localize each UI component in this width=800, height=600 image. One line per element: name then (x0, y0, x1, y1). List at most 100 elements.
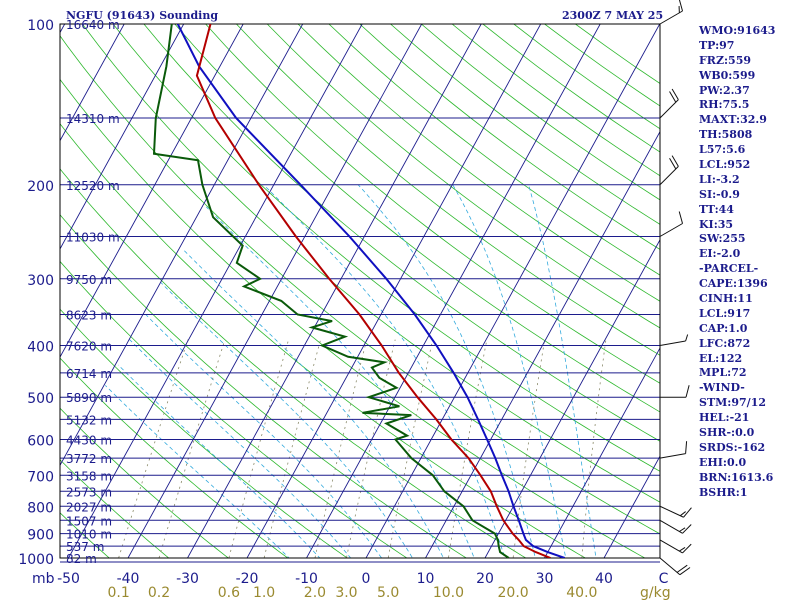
pressure-label: 500 (27, 391, 54, 407)
temperature-label: -30 (176, 571, 199, 587)
wind-barb-flag (679, 547, 686, 552)
isotherm (186, 24, 482, 558)
index-item: TH:5808 (699, 128, 753, 142)
wind-barb-flag (683, 507, 692, 518)
height-label: 12520 m (66, 179, 120, 193)
moist-adiabat (183, 249, 444, 558)
wind-barb (659, 211, 683, 237)
temperature-label: 0 (362, 571, 371, 587)
pressure-label: 600 (27, 434, 54, 450)
isotherm (246, 24, 542, 558)
moist-adiabat (160, 282, 413, 558)
isotherm (60, 24, 125, 142)
wind-barb (659, 505, 692, 518)
mixing-ratio-line (346, 339, 396, 558)
height-label: 9750 m (66, 273, 112, 287)
time-title: 2300Z 7 MAY 25 (562, 9, 664, 22)
wind-barb-flag (669, 157, 677, 170)
wind-barb-staff (659, 539, 683, 554)
pressure-label: 1000 (18, 552, 54, 568)
mixing-ratio-lines (118, 339, 607, 558)
dry-adiabat (205, 24, 660, 384)
temperature-label: C (659, 571, 669, 587)
wind-barb-flag (685, 441, 688, 454)
dry-adiabat (143, 24, 660, 442)
height-label: 537 m (66, 540, 104, 554)
mixing-ratio-unit: g/kg (640, 585, 671, 600)
dry-adiabat (60, 459, 170, 558)
dry-adiabat (60, 123, 587, 558)
station-title: NGFU (91643) Sounding (66, 9, 219, 22)
index-item: MAXT:32.9 (699, 113, 767, 127)
pressure-label: 200 (27, 179, 54, 195)
height-label: 1010 m (66, 528, 112, 542)
index-item: STM:97/12 (699, 396, 766, 410)
isotherm (484, 238, 660, 558)
dry-adiabat (60, 407, 229, 558)
temperature-label: -40 (117, 571, 140, 587)
pressure-label: 400 (27, 340, 54, 356)
mixing-ratio-label: 0.6 (218, 585, 240, 600)
mixing-ratio-label: 1.0 (253, 585, 275, 600)
moist-adiabat (118, 364, 321, 558)
mixing-ratio-label: 3.0 (335, 585, 357, 600)
temperature-label: 20 (476, 571, 494, 587)
wind-barb (659, 557, 691, 576)
index-item: BSHR:1 (699, 485, 748, 499)
index-item: WMO:91643 (699, 24, 776, 37)
wind-barb-flag (678, 211, 683, 224)
wind-barbs (659, 0, 692, 576)
dry-adiabat (81, 24, 660, 503)
index-item: LI:-3.2 (699, 172, 740, 186)
moist-adiabat (145, 314, 383, 558)
index-item: EL:122 (699, 351, 743, 365)
height-label: 8623 m (66, 309, 112, 323)
wind-barb-flag (678, 0, 683, 12)
isotherm (543, 347, 660, 558)
isotherm (424, 130, 660, 558)
wind-barb-flag (676, 564, 688, 573)
dry-adiabat (60, 357, 289, 558)
isotherm (60, 24, 244, 359)
index-item: MPL:72 (699, 366, 747, 380)
mixing-ratio-line (263, 339, 321, 558)
height-label: 82 m (66, 552, 97, 566)
dry-adiabat (328, 24, 660, 276)
mixing-ratio-label: 20.0 (498, 585, 529, 600)
mixing-ratio-label: 2.0 (304, 585, 326, 600)
index-item: SI:-0.9 (699, 187, 740, 201)
mixing-ratio-line (314, 339, 368, 558)
moist-adiabat (452, 184, 567, 558)
pressure-label: 800 (27, 500, 54, 516)
dewpoint-line (152, 24, 510, 558)
wind-barb-staff (659, 223, 683, 237)
index-item: CAPE:1396 (699, 277, 768, 291)
height-label: 16640 m (66, 18, 120, 32)
wind-barb (659, 334, 689, 346)
mixing-ratio-line (118, 339, 189, 558)
wind-barb-flag (685, 385, 690, 398)
height-label: 4430 m (66, 434, 112, 448)
index-item: FRZ:559 (699, 53, 752, 67)
isotherm (60, 24, 304, 467)
index-item: L57:5.6 (699, 143, 746, 157)
temperature-line (195, 24, 551, 558)
index-item: HEL:-21 (699, 411, 750, 425)
dry-adiabat (174, 24, 660, 413)
wind-barb-staff (659, 99, 679, 119)
wind-barb-flag (682, 524, 692, 534)
pressure-label: 700 (27, 469, 54, 485)
indices-panel: WMO:91643 TP:97 FRZ:559 WB0:599 PW:2.37 RH:75… (699, 24, 799, 501)
temperature-label: -50 (57, 571, 80, 587)
wind-barb-flag (671, 155, 679, 167)
isotherm (67, 24, 363, 558)
index-item: LCL:952 (699, 158, 751, 172)
index-item: WB0:599 (699, 68, 756, 82)
index-item: CINH:11 (699, 292, 753, 306)
wind-barb-flag (679, 511, 686, 517)
index-item: SW:255 (699, 232, 746, 246)
dry-adiabat (60, 78, 646, 558)
mixing-ratio-line (512, 339, 546, 558)
